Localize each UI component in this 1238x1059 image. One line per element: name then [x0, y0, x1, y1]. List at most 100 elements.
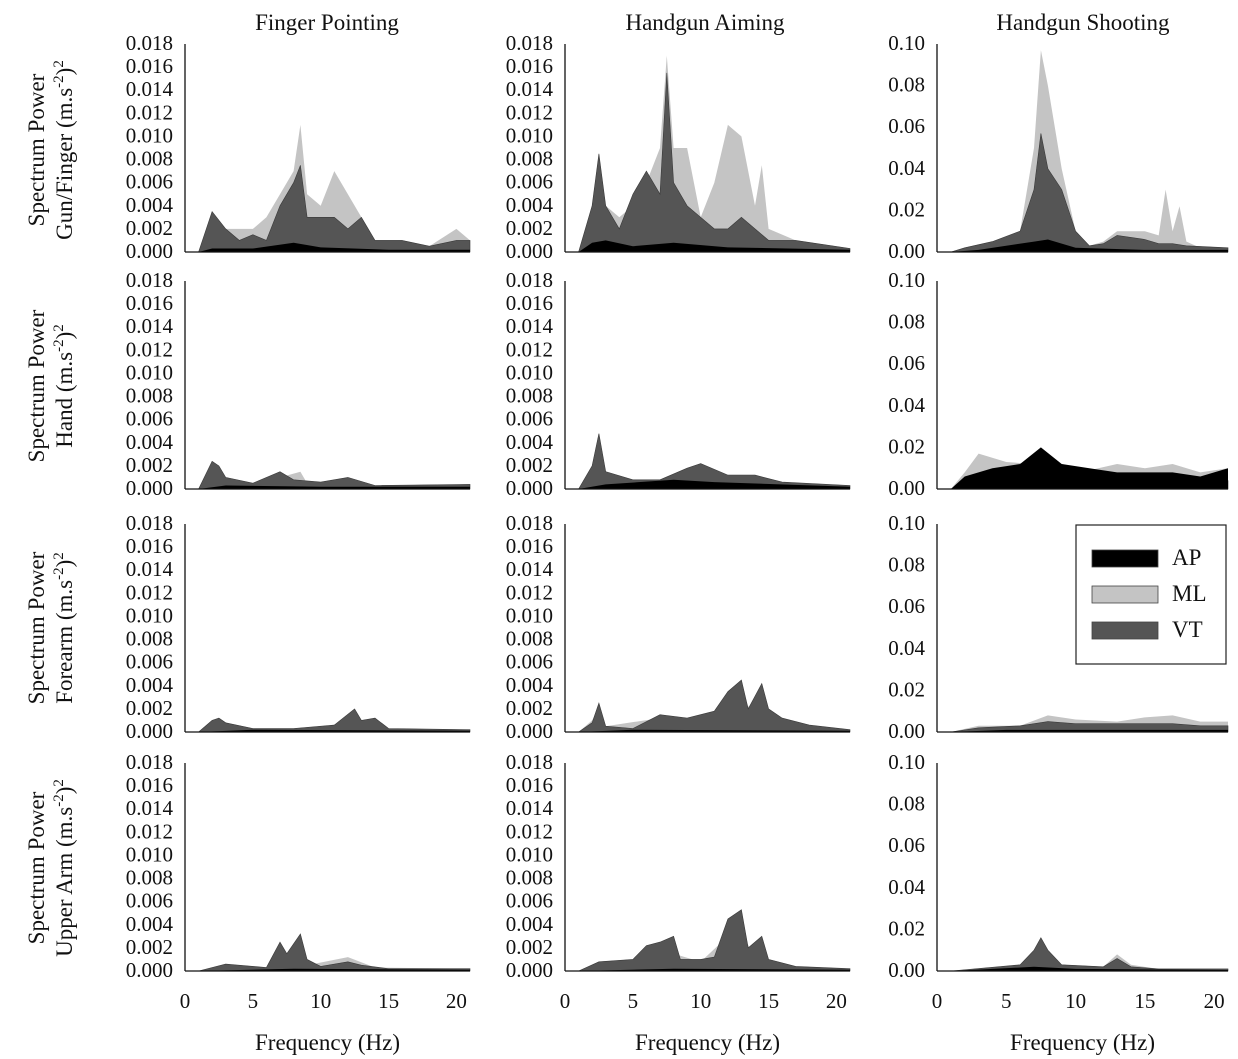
y-tick-label: 0.004 [506, 193, 554, 217]
y-tick-label: 0.04 [888, 875, 925, 899]
y-tick-label: 0.008 [506, 627, 553, 651]
y-tick-label: 0.012 [506, 819, 553, 843]
y-tick-label: 0.000 [126, 719, 173, 743]
panel-1: 0.0000.0020.0040.0060.0080.0100.0120.014… [506, 31, 851, 263]
y-tick-label: 0.012 [506, 100, 553, 124]
y-tick-label: 0.10 [888, 511, 925, 535]
legend-swatch-vt [1091, 621, 1159, 640]
y-tick-label: 0.016 [506, 773, 553, 797]
row-label-3: Spectrum Power Upper Arm (m.s-2)2 [24, 779, 77, 957]
y-tick-label: 0.014 [506, 557, 554, 581]
legend-label-ml: ML [1172, 581, 1207, 606]
y-tick-label: 0.006 [506, 889, 553, 913]
panel-3: 0.0000.0020.0040.0060.0080.0100.0120.014… [126, 268, 471, 500]
y-tick-label: 0.06 [888, 351, 925, 375]
x-tick-label: 10 [1065, 989, 1086, 1013]
column-title-2: Handgun Shooting [996, 10, 1170, 35]
x-tick-label: 5 [628, 989, 639, 1013]
y-tick-label: 0.016 [126, 773, 173, 797]
y-tick-label: 0.10 [888, 268, 925, 292]
row-label-unit: Upper Arm (m.s [52, 807, 77, 957]
row-label-line1: Spectrum Power [24, 309, 49, 462]
series-vt-area [577, 679, 851, 733]
y-tick-label: 0.008 [126, 866, 173, 890]
y-tick-label: 0.006 [506, 650, 553, 674]
y-tick-label: 0.014 [126, 77, 174, 101]
y-tick-label: 0.016 [126, 291, 173, 315]
y-tick-label: 0.02 [888, 677, 925, 701]
y-tick-label: 0.018 [506, 511, 553, 535]
legend-label-ap: AP [1172, 545, 1201, 570]
y-tick-label: 0.08 [888, 553, 925, 577]
y-tick-label: 0.02 [888, 197, 925, 221]
row-label-line1: Spectrum Power [24, 791, 49, 944]
y-tick-label: 0.010 [506, 360, 553, 384]
row-label-unit: Forearm (m.s [52, 580, 77, 704]
series-ml-area [950, 50, 1228, 253]
y-tick-label: 0.08 [888, 310, 925, 334]
row-label-paren: ) [52, 787, 77, 795]
y-tick-label: 0.000 [506, 958, 553, 982]
y-tick-label: 0.008 [506, 866, 553, 890]
y-tick-label: 0.012 [126, 580, 173, 604]
x-tick-label: 5 [1001, 989, 1012, 1013]
series-ap-area [198, 485, 470, 489]
y-tick-label: 0.000 [506, 719, 553, 743]
series-vt-area [197, 708, 471, 733]
panel-11: 0.00 0.02 0.04 0.06 0.08 0.10 0 5 10 15 20 Frequenc… [888, 750, 1229, 1055]
y-tick-label: 0.010 [126, 360, 173, 384]
y-tick-label: 0.00 [888, 958, 925, 982]
y-tick-label: 0.002 [126, 935, 173, 959]
y-tick-label: 0.016 [506, 534, 553, 558]
y-tick-label: 0.018 [506, 31, 553, 55]
y-tick-label: 0.006 [506, 170, 553, 194]
y-tick-label: 0.002 [506, 453, 553, 477]
y-tick-label: 0.014 [506, 796, 554, 820]
y-tick-label: 0.010 [126, 603, 173, 627]
y-tick-label: 0.010 [506, 603, 553, 627]
panel-7: 0.0000.0020.0040.0060.0080.0100.0120.014… [506, 511, 851, 743]
y-tick-label: 0.010 [126, 842, 173, 866]
row-label-0: Spectrum Power Gun/Finger (m.s-2)2 [24, 60, 77, 240]
row-label-1: Spectrum Power Hand (m.s-2)2 [24, 309, 77, 462]
y-tick-label: 0.018 [126, 511, 173, 535]
row-label-exp2: 2 [51, 324, 67, 332]
y-tick-label: 0.018 [506, 750, 553, 774]
row-label-line2: Forearm (m.s-2)2 [51, 552, 77, 704]
x-axis-label: Frequency (Hz) [255, 1030, 400, 1055]
x-tick-label: 20 [1204, 989, 1225, 1013]
row-label-exp2: 2 [51, 60, 67, 68]
row-label-unit: Hand (m.s [52, 352, 77, 448]
y-tick-label: 0.004 [506, 912, 554, 936]
row-label-line1: Spectrum Power [24, 73, 49, 226]
y-tick-label: 0.04 [888, 393, 925, 417]
y-tick-label: 0.014 [506, 77, 554, 101]
x-tick-label: 0 [932, 989, 943, 1013]
y-tick-label: 0.012 [126, 100, 173, 124]
panel-6: 0.0000.0020.0040.0060.0080.0100.0120.014… [126, 511, 471, 743]
y-tick-label: 0.010 [126, 123, 173, 147]
y-tick-label: 0.010 [506, 123, 553, 147]
y-tick-label: 0.10 [888, 750, 925, 774]
y-tick-label: 0.006 [126, 407, 173, 431]
y-tick-label: 0.016 [126, 54, 173, 78]
panel-2: 0.00 0.02 0.04 0.06 0.08 0.10 [888, 31, 1229, 263]
y-tick-label: 0.04 [888, 156, 925, 180]
x-tick-label: 0 [180, 989, 191, 1013]
y-tick-label: 0.014 [126, 557, 174, 581]
y-tick-label: 0.004 [506, 430, 554, 454]
y-tick-label: 0.006 [126, 170, 173, 194]
x-tick-label: 10 [310, 989, 331, 1013]
y-tick-label: 0.008 [506, 384, 553, 408]
column-title-0: Finger Pointing [255, 10, 399, 35]
panel-10: 0.0000.0020.0040.0060.0080.0100.0120.014… [506, 750, 851, 1055]
x-tick-label: 15 [758, 989, 779, 1013]
y-tick-label: 0.006 [126, 650, 173, 674]
series-ap-area [198, 242, 470, 252]
y-tick-label: 0.006 [506, 407, 553, 431]
row-label-line2: Hand (m.s-2)2 [51, 324, 77, 448]
x-tick-label: 15 [1134, 989, 1155, 1013]
y-tick-label: 0.016 [126, 534, 173, 558]
y-tick-label: 0.016 [506, 54, 553, 78]
